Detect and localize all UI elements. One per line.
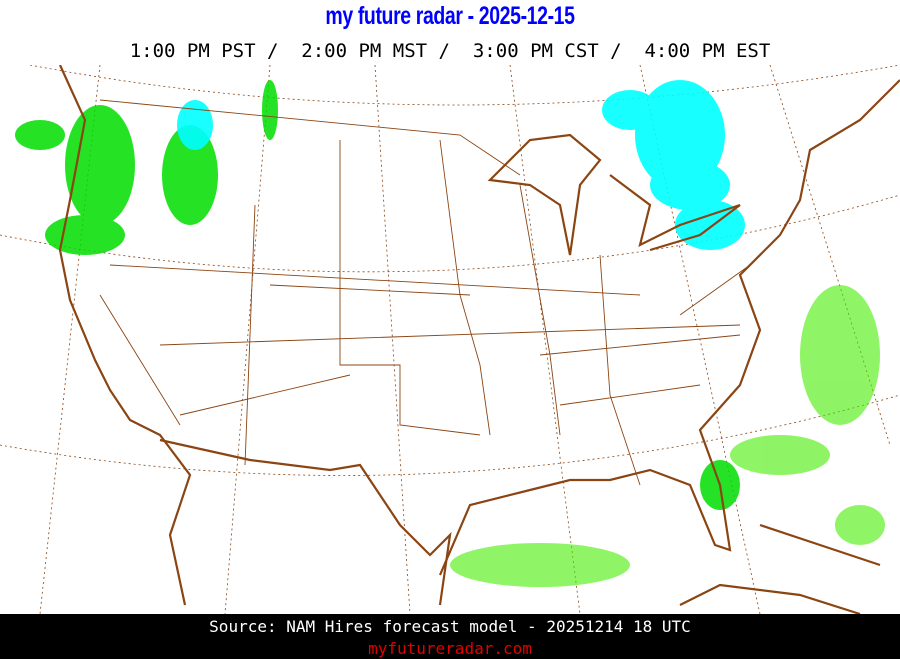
page-title: my future radar - 2025-12-15	[325, 2, 575, 30]
footer: Source: NAM Hires forecast model - 20251…	[0, 614, 900, 659]
source-text: Source: NAM Hires forecast model - 20251…	[209, 617, 691, 636]
state-borders	[99, 99, 751, 486]
coastline	[58, 65, 900, 614]
site-link[interactable]: myfutureradar.com	[368, 639, 532, 658]
graticule	[0, 65, 900, 614]
time-labels: 1:00 PM PST / 2:00 PM MST / 3:00 PM CST …	[129, 40, 771, 62]
precipitation	[15, 80, 885, 587]
radar-map	[0, 65, 900, 614]
